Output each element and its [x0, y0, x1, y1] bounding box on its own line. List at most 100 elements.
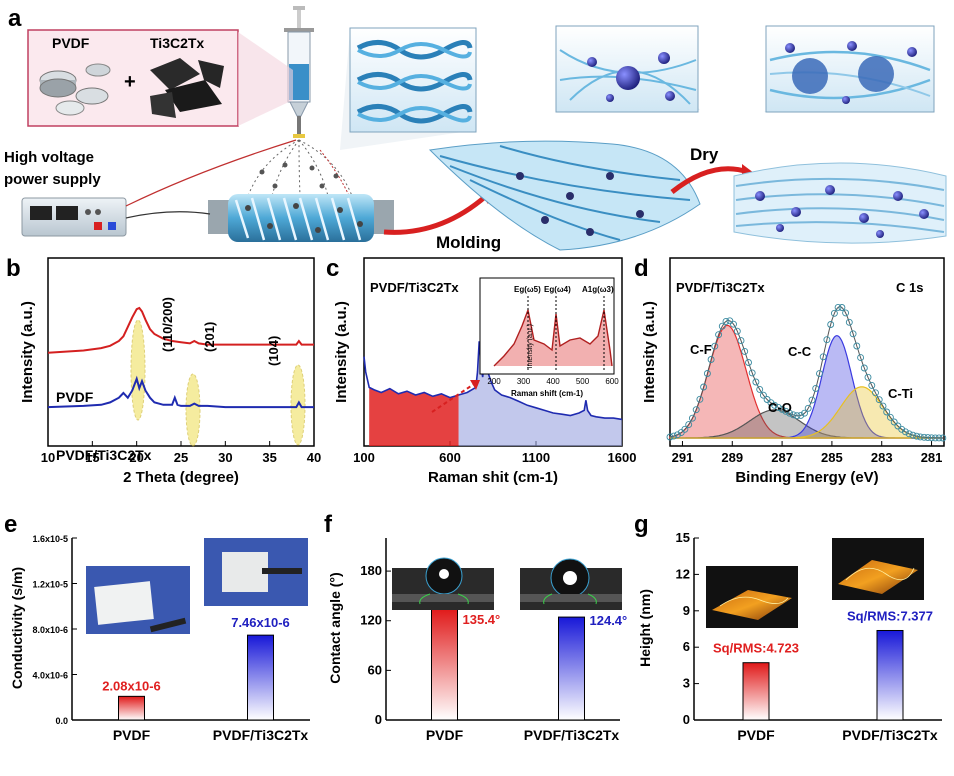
supply-wire-positive	[125, 139, 297, 207]
f-y-axis: 0 60 120 180	[360, 563, 391, 727]
c-inset-tick-3: 500	[576, 377, 590, 386]
f-y-axis-label: Contact angle (°)	[327, 572, 343, 683]
f-category-label-1: PVDF/Ti3C2Tx	[524, 727, 620, 743]
dried-zoom-box	[765, 25, 935, 113]
g-afm-image-pvdf	[706, 566, 798, 628]
dry-arrow	[670, 166, 749, 194]
b-peak-label-104: (104)	[266, 336, 281, 366]
c-inset-tick-4: 600	[605, 377, 619, 386]
e-y-axis-label: Conductivity (s/m)	[9, 567, 25, 689]
g-y-axis-label: Height (nm)	[637, 589, 653, 667]
panel-b-xrd: b 10 15 20 25 30 35 40 2 Theta (degree) Intens…	[6, 255, 321, 486]
g-y-tick-label-5: 15	[676, 530, 690, 545]
panel-f-contact-angle: f 0 60 120 180 Contact angle (°) PVDF 135.4°…	[324, 511, 627, 743]
d-component-label-co: C-O	[768, 400, 792, 415]
d-data-point	[771, 401, 779, 409]
panel-label-c: c	[326, 255, 339, 282]
d-data-point	[875, 396, 883, 404]
e-y-tick-label-2: 8.0x10-6	[32, 625, 68, 635]
e-value-label-1: 7.46x10-6	[231, 615, 290, 630]
d-data-point	[935, 434, 943, 442]
d-data-point	[916, 433, 924, 441]
d-x-tick-label-1: 289	[721, 450, 743, 465]
g-y-axis: 0 3 6 9 12 15	[676, 530, 699, 727]
d-data-point	[816, 370, 823, 378]
d-data-point	[924, 434, 932, 442]
d-data-point	[786, 409, 794, 417]
d-component-label-cc: C-C	[788, 344, 812, 359]
e-y-tick-label-0: 0.0	[55, 716, 68, 726]
d-sample-title: PVDF/Ti3C2Tx	[676, 280, 765, 295]
d-data-point	[857, 354, 865, 362]
panel-c-raman: c 100 600 1100 1600 Raman shit (cm-1) Inten…	[326, 255, 636, 486]
c-inset-mode-2: Eg(ω4)	[544, 285, 571, 294]
panel-a-schematic: a PVDF Ti3C2Tx +	[4, 5, 947, 252]
e-photo-pvdf	[86, 566, 190, 634]
b-peak-label-110: (110/200)	[160, 297, 175, 352]
c-inset-tick-2: 400	[546, 377, 560, 386]
c-x-tick-label-0: 100	[353, 450, 375, 465]
b-x-tick-label-3: 25	[174, 450, 188, 465]
e-y-tick-label-1: 4.0x10-6	[32, 671, 68, 681]
d-data-point	[804, 404, 812, 412]
d-data-point	[864, 373, 872, 381]
c-spectrum-fill	[458, 341, 622, 446]
d-x-axis: 291 289 287 285 283 281	[672, 441, 942, 465]
g-category-label-0: PVDF	[737, 727, 775, 743]
d-data-point	[838, 304, 846, 311]
d-data-point	[823, 336, 831, 344]
d-x-axis-label: Binding Energy (eV)	[735, 469, 878, 486]
d-data-point	[830, 309, 838, 317]
dried-mat-icon	[733, 162, 947, 244]
panel-label-d: d	[634, 255, 649, 282]
d-data-point	[718, 322, 726, 330]
b-x-tick-label-1: 15	[85, 450, 99, 465]
f-value-label-1: 124.4°	[590, 613, 628, 628]
b-x-axis-label: 2 Theta (degree)	[123, 469, 239, 486]
b-highlight-201	[185, 373, 201, 447]
c-y-axis-label: Intensity (a.u.)	[333, 301, 350, 403]
d-data-point	[703, 370, 711, 377]
panel-e-conductivity: e 0.0 4.0x10-6 8.0x10-6 1.2x10-5 1.6x10-5 Co…	[4, 511, 310, 743]
b-peak-label-201: (201)	[202, 322, 217, 352]
f-y-tick-label-3: 180	[360, 563, 382, 578]
c-inset-x-label: Raman shift (cm-1)	[511, 389, 583, 398]
g-category-label-1: PVDF/Ti3C2Tx	[842, 727, 938, 743]
d-data-point	[722, 317, 730, 325]
supply-wire-ground	[125, 211, 211, 219]
pvdf-pellets-icon	[39, 63, 111, 116]
d-data-point	[928, 434, 935, 442]
d-x-tick-label-4: 283	[871, 450, 893, 465]
b-curve-label-pvdf: PVDF	[56, 389, 94, 405]
c-x-tick-label-1: 600	[439, 450, 461, 465]
f-y-tick-label-1: 60	[368, 662, 382, 677]
panel-label-g: g	[634, 511, 649, 538]
g-bar-0	[742, 662, 770, 721]
f-y-tick-label-2: 120	[360, 613, 382, 628]
d-component-label-cti: C-Ti	[888, 386, 913, 401]
b-series-pvdf-ti3c2tx	[47, 375, 314, 409]
d-data-point	[756, 385, 764, 393]
b-x-tick-label-2: 20	[129, 450, 143, 465]
d-data-point	[688, 414, 696, 422]
b-series-pvdf	[47, 306, 314, 354]
f-y-tick-label-0: 0	[375, 712, 382, 727]
e-category-label-1: PVDF/Ti3C2Tx	[213, 727, 309, 743]
e-photo-composite	[204, 538, 308, 606]
d-data-point	[685, 421, 693, 429]
b-y-axis-label: Intensity (a.u.)	[19, 301, 36, 403]
c-inset-y-label: Intensity (a.u.)	[527, 324, 534, 368]
panel-label-f: f	[324, 511, 333, 538]
electrospinning-jet	[247, 139, 353, 199]
plus-sign: +	[124, 71, 136, 93]
syringe-icon	[284, 6, 314, 138]
dry-label: Dry	[690, 145, 719, 164]
d-data-point	[886, 413, 894, 421]
g-y-tick-label-3: 9	[683, 603, 690, 618]
d-data-point	[700, 383, 708, 391]
power-supply-icon	[21, 197, 127, 237]
d-data-point	[759, 391, 767, 399]
d-data-point	[778, 405, 786, 413]
ti3c2tx-flakes-icon	[150, 58, 224, 118]
